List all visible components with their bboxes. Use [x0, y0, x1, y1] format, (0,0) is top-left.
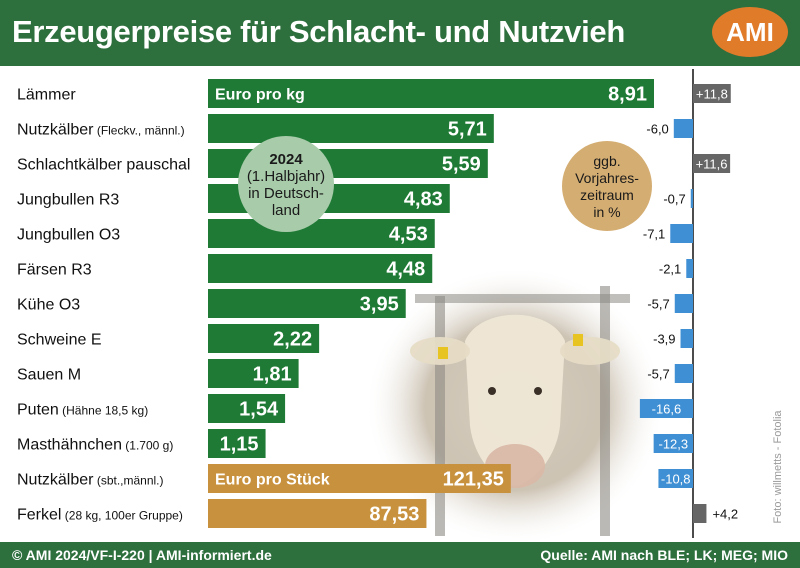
category-label: Lämmer	[17, 87, 76, 104]
footer-bar: © AMI 2024/VF-I-220 | AMI-informiert.de …	[0, 542, 800, 568]
change-label: +11,8	[696, 87, 728, 102]
change-bar	[658, 469, 693, 488]
change-label: -5,7	[647, 367, 669, 382]
change-bar	[690, 189, 693, 208]
period-note-circle	[238, 136, 334, 232]
category-label: Kühe O3	[17, 297, 80, 314]
change-label: -10,8	[661, 472, 691, 487]
change-note-text: in %	[593, 204, 620, 220]
change-label: -0,7	[663, 192, 685, 207]
series-label-piece: Euro pro Stück	[215, 472, 330, 489]
bar-value-label: 87,53	[369, 504, 419, 526]
change-bar	[680, 329, 693, 348]
category-label: Jungbullen O3	[17, 227, 120, 244]
bar	[208, 79, 654, 108]
change-bar	[693, 84, 731, 103]
bar-value-label: 8,91	[608, 84, 647, 106]
change-bar	[693, 154, 731, 173]
ami-logo: AMI	[712, 7, 788, 57]
page-title: Erzeugerpreise für Schlacht- und Nutzvie…	[12, 14, 625, 49]
bar-value-label: 5,71	[448, 119, 487, 141]
category-label: Nutzkälber (sbt.,männl.)	[17, 472, 164, 489]
category-label: Masthähnchen (1.700 g)	[17, 437, 173, 454]
change-bar	[653, 434, 693, 453]
bar-value-label: 4,48	[386, 259, 425, 281]
change-label: -6,0	[646, 122, 668, 137]
category-label: Ferkel (28 kg, 100er Gruppe)	[17, 507, 183, 524]
bar	[208, 289, 406, 318]
bar-value-label: 4,53	[389, 224, 428, 246]
bar	[208, 114, 494, 143]
change-bar	[693, 504, 707, 523]
period-note-text: 2024	[269, 151, 303, 168]
bar	[208, 254, 433, 283]
photo-credit: Foto: willmetts - Fotolia	[771, 405, 785, 529]
change-bar	[670, 224, 693, 243]
category-label: Schweine E	[17, 332, 102, 349]
change-bar	[674, 294, 693, 313]
photo-credit-text: Foto: willmetts - Fotolia	[772, 410, 784, 524]
bar-value-label: 2,22	[273, 329, 312, 351]
change-bar	[639, 399, 693, 418]
category-label: Schlachtkälber pauschal	[17, 157, 190, 174]
category-label: Puten (Hähne 18,5 kg)	[17, 402, 148, 419]
period-note-text: (1.Halbjahr)	[247, 168, 325, 185]
bar-value-label: 4,83	[404, 189, 443, 211]
change-label: +11,6	[696, 157, 728, 172]
bar-value-label: 121,35	[443, 469, 504, 491]
change-note-text: ggb.	[593, 153, 620, 169]
change-note-text: zeitraum	[580, 187, 634, 203]
change-label: -12,3	[658, 437, 688, 452]
category-label: Sauen M	[17, 367, 81, 384]
bar	[208, 499, 427, 528]
bar	[208, 219, 435, 248]
bar	[208, 359, 299, 388]
header-bar: Erzeugerpreise für Schlacht- und Nutzvie…	[0, 0, 800, 66]
change-label: -2,1	[659, 262, 681, 277]
category-label: Jungbullen R3	[17, 192, 119, 209]
change-note-circle	[562, 141, 652, 231]
change-bar	[673, 119, 693, 138]
change-note-text: Vorjahres-	[575, 170, 639, 186]
change-label: -3,9	[653, 332, 675, 347]
change-bar	[674, 364, 693, 383]
bar-value-label: 3,95	[360, 294, 399, 316]
bar-value-label: 1,81	[253, 364, 292, 386]
change-label: -16,6	[652, 402, 682, 417]
change-label: -5,7	[647, 297, 669, 312]
source-text: Quelle: AMI nach BLE; LK; MEG; MIO	[540, 547, 788, 563]
category-label: Nutzkälber (Fleckv., männl.)	[17, 122, 185, 139]
series-label-kg: Euro pro kg	[215, 87, 305, 104]
bar-value-label: 1,15	[220, 434, 259, 456]
change-label: -7,1	[643, 227, 665, 242]
chart-panel: 8,91 5,71 5,59 4,83 4,53 4,48 3,95 2,22 1,81 1,54…	[10, 66, 790, 546]
bar-value-label: 5,59	[442, 154, 481, 176]
copyright-text: © AMI 2024/VF-I-220 | AMI-informiert.de	[12, 547, 272, 563]
bar	[208, 324, 320, 353]
bar	[208, 464, 511, 493]
category-label: Färsen R3	[17, 262, 92, 279]
bar-value-label: 1,54	[239, 399, 279, 421]
price-chart: 8,91 5,71 5,59 4,83 4,53 4,48 3,95 2,22 1,81 1,54…	[17, 69, 738, 546]
bar	[208, 394, 286, 423]
change-label: +4,2	[712, 507, 738, 522]
change-bar	[686, 259, 693, 278]
period-note-text: in Deutsch-	[248, 185, 324, 202]
period-note-text: land	[272, 202, 300, 219]
bar	[208, 429, 266, 458]
